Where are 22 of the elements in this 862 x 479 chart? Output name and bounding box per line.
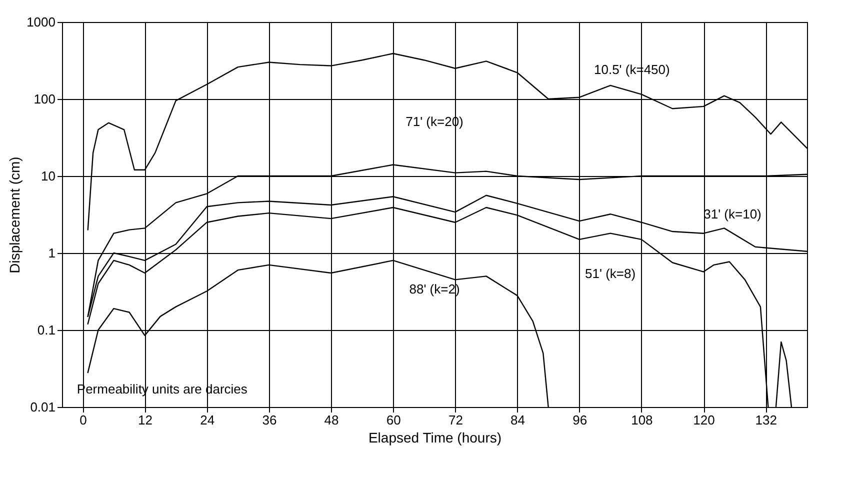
x-tick-label: 36 [262,412,277,428]
x-tick-label: 60 [386,412,401,428]
annotation: 51' (k=8) [585,266,636,282]
x-tick-label: 108 [631,412,653,428]
x-tick-label: 84 [510,412,526,428]
y-tick-label: 1000 [26,14,56,30]
annotation: 31' (k=10) [704,206,762,222]
x-tick-label: 120 [693,412,715,428]
y-tick-label: 0.1 [37,322,56,338]
x-tick-label: 12 [138,412,153,428]
x-tick-label: 72 [448,412,463,428]
y-tick-label: 10 [41,168,56,184]
y-tick-label: 100 [34,92,56,106]
x-tick-label: 48 [324,412,339,428]
x-tick-label: 24 [200,412,215,428]
x-axis-title: Elapsed Time (hours) [368,430,502,446]
y-tick-label: 1 [48,246,56,260]
y-tick-label: 0.01 [30,400,56,414]
x-tick-label: 132 [755,412,777,428]
y-axis-title: Displacement (cm) [6,156,23,274]
x-tick-label: 96 [572,412,588,428]
x-tick-label: 0 [80,412,87,428]
